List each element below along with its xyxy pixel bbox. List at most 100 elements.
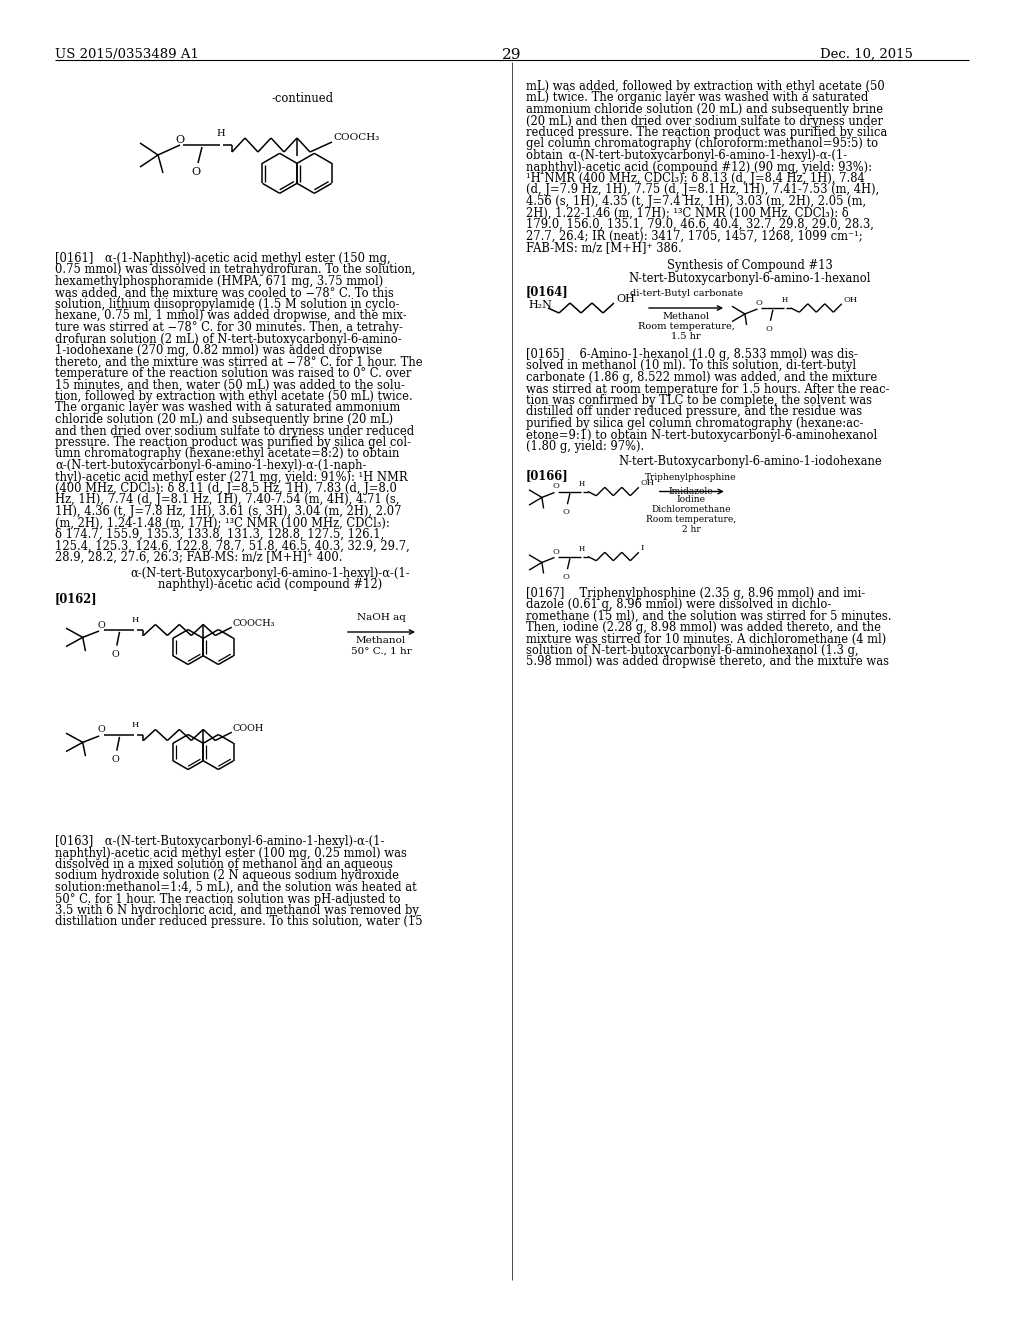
Text: [0162]: [0162]	[55, 593, 97, 606]
Text: COOCH₃: COOCH₃	[232, 619, 275, 628]
Text: OH: OH	[616, 294, 635, 304]
Text: H: H	[132, 616, 139, 624]
Text: H: H	[132, 721, 139, 729]
Text: O: O	[766, 325, 773, 333]
Text: O: O	[563, 508, 569, 516]
Text: hexane, 0.75 ml, 1 mmol) was added dropwise, and the mix-: hexane, 0.75 ml, 1 mmol) was added dropw…	[55, 309, 407, 322]
Text: [0166]: [0166]	[526, 469, 568, 482]
Text: tion, followed by extraction with ethyl acetate (50 mL) twice.: tion, followed by extraction with ethyl …	[55, 389, 413, 403]
Text: 1-iodohexane (270 mg, 0.82 mmol) was added dropwise: 1-iodohexane (270 mg, 0.82 mmol) was add…	[55, 345, 382, 356]
Text: OH: OH	[641, 479, 655, 487]
Text: The organic layer was washed with a saturated ammonium: The organic layer was washed with a satu…	[55, 401, 400, 414]
Text: pressure. The reaction product was purified by silica gel col-: pressure. The reaction product was purif…	[55, 436, 411, 449]
Text: α-(N-tert-Butoxycarbonyl-6-amino-1-hexyl)-α-(1-: α-(N-tert-Butoxycarbonyl-6-amino-1-hexyl…	[130, 566, 410, 579]
Text: α-(N-tert-butoxycarbonyl-6-amino-1-hexyl)-α-(1-naph-: α-(N-tert-butoxycarbonyl-6-amino-1-hexyl…	[55, 459, 367, 473]
Text: and then dried over sodium sulfate to dryness under reduced: and then dried over sodium sulfate to dr…	[55, 425, 415, 437]
Text: O: O	[112, 755, 120, 764]
Text: 179.0, 156.0, 135.1, 79.0, 46.6, 40.4, 32.7, 29.8, 29.0, 28.3,: 179.0, 156.0, 135.1, 79.0, 46.6, 40.4, 3…	[526, 218, 873, 231]
Text: H: H	[579, 480, 585, 488]
Text: drofuran solution (2 mL) of N-tert-butoxycarbonyl-6-amino-: drofuran solution (2 mL) of N-tert-butox…	[55, 333, 401, 346]
Text: (d, J=7.9 Hz, 1H), 7.75 (d, J=8.1 Hz, 1H), 7.41-7.53 (m, 4H),: (d, J=7.9 Hz, 1H), 7.75 (d, J=8.1 Hz, 1H…	[526, 183, 880, 197]
Text: ture was stirred at −78° C. for 30 minutes. Then, a tetrahy-: ture was stirred at −78° C. for 30 minut…	[55, 321, 402, 334]
Text: dazole (0.61 g, 8.96 mmol) were dissolved in dichlo-: dazole (0.61 g, 8.96 mmol) were dissolve…	[526, 598, 831, 611]
Text: OH: OH	[844, 296, 858, 304]
Text: solution of N-tert-butoxycarbonyl-6-aminohexanol (1.3 g,: solution of N-tert-butoxycarbonyl-6-amin…	[526, 644, 859, 657]
Text: (1.80 g, yield: 97%).: (1.80 g, yield: 97%).	[526, 440, 644, 453]
Text: 27.7, 26.4; IR (neat): 3417, 1705, 1457, 1268, 1099 cm⁻¹;: 27.7, 26.4; IR (neat): 3417, 1705, 1457,…	[526, 230, 862, 243]
Text: gel column chromatography (chloroform:methanol=95:5) to: gel column chromatography (chloroform:me…	[526, 137, 879, 150]
Text: sodium hydroxide solution (2 N aqueous sodium hydroxide: sodium hydroxide solution (2 N aqueous s…	[55, 870, 399, 883]
Text: Methanol: Methanol	[356, 636, 407, 645]
Text: I: I	[641, 544, 644, 552]
Text: O: O	[97, 620, 105, 630]
Text: 50° C., 1 hr: 50° C., 1 hr	[350, 647, 412, 656]
Text: 15 minutes, and then, water (50 mL) was added to the solu-: 15 minutes, and then, water (50 mL) was …	[55, 379, 404, 392]
Text: Iodine: Iodine	[677, 495, 706, 504]
Text: US 2015/0353489 A1: US 2015/0353489 A1	[55, 48, 199, 61]
Text: 4.56 (s, 1H), 4.35 (t, J=7.4 Hz, 1H), 3.03 (m, 2H), 2.05 (m,: 4.56 (s, 1H), 4.35 (t, J=7.4 Hz, 1H), 3.…	[526, 195, 866, 209]
Text: Then, iodine (2.28 g, 8.98 mmol) was added thereto, and the: Then, iodine (2.28 g, 8.98 mmol) was add…	[526, 620, 881, 634]
Text: -continued: -continued	[272, 92, 334, 106]
Text: hexamethylphosphoramide (HMPA, 671 mg, 3.75 mmol): hexamethylphosphoramide (HMPA, 671 mg, 3…	[55, 275, 383, 288]
Text: O: O	[191, 168, 201, 177]
Text: (20 mL) and then dried over sodium sulfate to dryness under: (20 mL) and then dried over sodium sulfa…	[526, 115, 883, 128]
Text: H: H	[217, 128, 225, 137]
Text: NaOH aq: NaOH aq	[356, 612, 406, 622]
Text: thereto, and the mixture was stirred at −78° C. for 1 hour. The: thereto, and the mixture was stirred at …	[55, 355, 423, 368]
Text: umn chromatography (hexane:ethyl acetate=8:2) to obtain: umn chromatography (hexane:ethyl acetate…	[55, 447, 399, 461]
Text: temperature of the reaction solution was raised to 0° C. over: temperature of the reaction solution was…	[55, 367, 412, 380]
Text: di-tert-Butyl carbonate: di-tert-Butyl carbonate	[630, 289, 742, 298]
Text: Dichloromethane: Dichloromethane	[651, 506, 731, 515]
Text: carbonate (1.86 g, 8.522 mmol) was added, and the mixture: carbonate (1.86 g, 8.522 mmol) was added…	[526, 371, 878, 384]
Text: [0164]: [0164]	[526, 285, 568, 298]
Text: 3.5 with 6 N hydrochloric acid, and methanol was removed by: 3.5 with 6 N hydrochloric acid, and meth…	[55, 904, 419, 917]
Text: Synthesis of Compound #13: Synthesis of Compound #13	[667, 259, 833, 272]
Text: O: O	[563, 573, 569, 581]
Text: [0167]  Triphenylphosphine (2.35 g, 8.96 mmol) and imi-: [0167] Triphenylphosphine (2.35 g, 8.96 …	[526, 586, 865, 599]
Text: 2 hr: 2 hr	[682, 525, 700, 535]
Text: obtain α-(N-tert-butoxycarbonyl-6-amino-1-hexyl)-α-(1-: obtain α-(N-tert-butoxycarbonyl-6-amino-…	[526, 149, 847, 162]
Text: thyl)-acetic acid methyl ester (271 mg, yield: 91%): ¹H NMR: thyl)-acetic acid methyl ester (271 mg, …	[55, 470, 408, 483]
Text: solution, lithium diisopropylamide (1.5 M solution in cyclo-: solution, lithium diisopropylamide (1.5 …	[55, 298, 399, 312]
Text: dissolved in a mixed solution of methanol and an aqueous: dissolved in a mixed solution of methano…	[55, 858, 393, 871]
Text: distillation under reduced pressure. To this solution, water (15: distillation under reduced pressure. To …	[55, 916, 423, 928]
Text: naphthyl)-acetic acid (compound #12) (90 mg, yield: 93%):: naphthyl)-acetic acid (compound #12) (90…	[526, 161, 872, 173]
Text: H: H	[782, 297, 788, 305]
Text: Hz, 1H), 7.74 (d, J=8.1 Hz, 1H), 7.40-7.54 (m, 4H), 4.71 (s,: Hz, 1H), 7.74 (d, J=8.1 Hz, 1H), 7.40-7.…	[55, 494, 399, 507]
Text: O: O	[112, 649, 120, 659]
Text: N-tert-Butoxycarbonyl-6-amino-1-hexanol: N-tert-Butoxycarbonyl-6-amino-1-hexanol	[629, 272, 871, 285]
Text: [0165]  6-Amino-1-hexanol (1.0 g, 8.533 mmol) was dis-: [0165] 6-Amino-1-hexanol (1.0 g, 8.533 m…	[526, 348, 858, 360]
Text: 29: 29	[502, 48, 522, 62]
Text: O: O	[97, 726, 105, 734]
Text: chloride solution (20 mL) and subsequently brine (20 mL): chloride solution (20 mL) and subsequent…	[55, 413, 393, 426]
Text: 28.9, 28.2, 27.6, 26.3; FAB-MS: m/z [M+H]⁺ 400.: 28.9, 28.2, 27.6, 26.3; FAB-MS: m/z [M+H…	[55, 550, 342, 564]
Text: Room temperature,: Room temperature,	[638, 322, 734, 331]
Text: mL) was added, followed by extraction with ethyl acetate (50: mL) was added, followed by extraction wi…	[526, 81, 885, 92]
Text: tion was confirmed by TLC to be complete, the solvent was: tion was confirmed by TLC to be complete…	[526, 393, 872, 407]
Text: COOCH₃: COOCH₃	[333, 133, 379, 143]
Text: distilled off under reduced pressure, and the residue was: distilled off under reduced pressure, an…	[526, 405, 862, 418]
Text: solution:methanol=1:4, 5 mL), and the solution was heated at: solution:methanol=1:4, 5 mL), and the so…	[55, 880, 417, 894]
Text: romethane (15 ml), and the solution was stirred for 5 minutes.: romethane (15 ml), and the solution was …	[526, 610, 892, 623]
Text: Triphenylphosphine: Triphenylphosphine	[645, 473, 736, 482]
Text: mixture was stirred for 10 minutes. A dichloromethane (4 ml): mixture was stirred for 10 minutes. A di…	[526, 632, 886, 645]
Text: ¹H NMR (400 MHz, CDCl₃): δ 8.13 (d, J=8.4 Hz, 1H), 7.84: ¹H NMR (400 MHz, CDCl₃): δ 8.13 (d, J=8.…	[526, 172, 864, 185]
Text: [0161] α-(1-Naphthyl)-acetic acid methyl ester (150 mg,: [0161] α-(1-Naphthyl)-acetic acid methyl…	[55, 252, 390, 265]
Text: Room temperature,: Room temperature,	[646, 516, 736, 524]
Text: was added, and the mixture was cooled to −78° C. To this: was added, and the mixture was cooled to…	[55, 286, 394, 300]
Text: purified by silica gel column chromatography (hexane:ac-: purified by silica gel column chromatogr…	[526, 417, 863, 430]
Text: 1H), 4.36 (t, J=7.8 Hz, 1H), 3.61 (s, 3H), 3.04 (m, 2H), 2.07: 1H), 4.36 (t, J=7.8 Hz, 1H), 3.61 (s, 3H…	[55, 506, 401, 517]
Text: 125.4, 125.3, 124.6, 122.8, 78.7, 51.8, 46.5, 40.3, 32.9, 29.7,: 125.4, 125.3, 124.6, 122.8, 78.7, 51.8, …	[55, 540, 410, 553]
Text: 0.75 mmol) was dissolved in tetrahydrofuran. To the solution,: 0.75 mmol) was dissolved in tetrahydrofu…	[55, 264, 416, 276]
Text: naphthyl)-acetic acid (compound #12): naphthyl)-acetic acid (compound #12)	[158, 578, 382, 591]
Text: etone=9:1) to obtain N-tert-butoxycarbonyl-6-aminohexanol: etone=9:1) to obtain N-tert-butoxycarbon…	[526, 429, 878, 441]
Text: O: O	[175, 135, 184, 145]
Text: N-tert-Butoxycarbonyl-6-amino-1-iodohexane: N-tert-Butoxycarbonyl-6-amino-1-iodohexa…	[618, 455, 882, 469]
Text: mL) twice. The organic layer was washed with a saturated: mL) twice. The organic layer was washed …	[526, 91, 868, 104]
Text: [0163] α-(N-tert-Butoxycarbonyl-6-amino-1-hexyl)-α-(1-: [0163] α-(N-tert-Butoxycarbonyl-6-amino-…	[55, 836, 384, 847]
Text: ammonium chloride solution (20 mL) and subsequently brine: ammonium chloride solution (20 mL) and s…	[526, 103, 883, 116]
Text: O: O	[552, 548, 559, 556]
Text: (m, 2H), 1.24-1.48 (m, 17H); ¹³C NMR (100 MHz, CDCl₃):: (m, 2H), 1.24-1.48 (m, 17H); ¹³C NMR (10…	[55, 516, 390, 529]
Text: 1.5 hr: 1.5 hr	[671, 333, 700, 341]
Text: Methanol: Methanol	[663, 312, 710, 321]
